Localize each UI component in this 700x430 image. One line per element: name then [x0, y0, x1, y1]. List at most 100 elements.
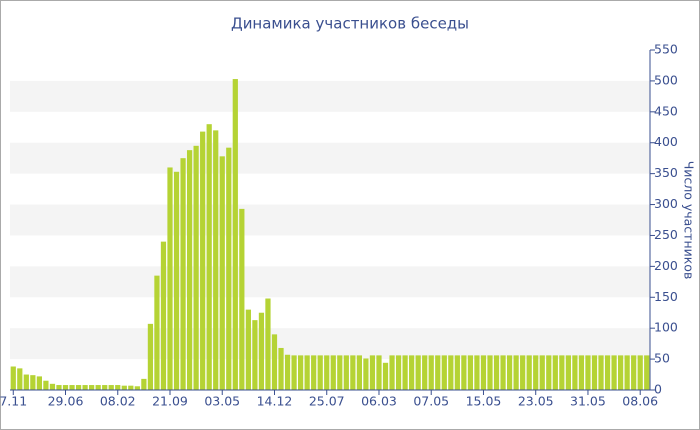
bar	[493, 355, 500, 390]
y-tick-label: 550	[654, 42, 678, 57]
x-tick-label: 03.05	[204, 394, 240, 409]
bar	[356, 355, 362, 390]
y-tick-label: 400	[654, 134, 678, 149]
x-tick-label: 14.12	[257, 394, 293, 409]
x-tick-label: 08.02	[100, 394, 136, 409]
bar	[291, 355, 297, 390]
grid-band	[10, 80, 650, 112]
bar	[598, 355, 604, 390]
bar	[10, 366, 16, 390]
grid-band	[10, 142, 650, 174]
bar	[284, 354, 291, 390]
bar	[134, 386, 140, 390]
bar	[226, 147, 232, 390]
y-tick-label: 300	[654, 196, 678, 211]
bar	[474, 355, 480, 390]
bar	[487, 355, 493, 390]
x-tick-label: 23.05	[518, 394, 554, 409]
bar	[56, 385, 62, 390]
bar	[17, 368, 23, 390]
grid-band	[10, 328, 650, 360]
bar	[121, 385, 127, 390]
x-tick-label: 25.07	[309, 394, 345, 409]
bar	[533, 355, 539, 390]
bar	[585, 355, 591, 390]
bar	[108, 385, 114, 390]
y-tick-label: 450	[654, 103, 678, 118]
bar	[69, 385, 75, 390]
y-tick-label: 100	[654, 320, 678, 335]
bar	[258, 312, 265, 390]
bar	[115, 385, 121, 390]
bar	[95, 385, 101, 390]
x-tick-label: 15.05	[466, 394, 502, 409]
bar	[552, 355, 558, 390]
bar	[311, 355, 317, 390]
bar	[591, 355, 598, 390]
y-tick-label: 350	[654, 165, 678, 180]
bar	[480, 355, 487, 390]
bar	[141, 378, 147, 390]
bar	[572, 355, 578, 390]
x-tick-label: 21.09	[152, 394, 188, 409]
bar	[637, 355, 643, 390]
bar	[278, 347, 284, 390]
bar	[49, 383, 56, 390]
x-tick-label: 06.03	[361, 394, 397, 409]
bar	[102, 385, 108, 390]
bar	[448, 355, 454, 390]
bar	[435, 355, 441, 390]
bar	[173, 171, 180, 390]
bar	[422, 355, 428, 390]
bar	[154, 275, 160, 390]
bar	[200, 131, 206, 390]
bar	[461, 355, 467, 390]
bar	[513, 355, 519, 390]
chart-title: Динамика участников беседы	[231, 15, 469, 33]
bar	[395, 355, 402, 390]
y-tick-label: 500	[654, 72, 678, 87]
y-tick-label: 0	[654, 382, 662, 397]
y-tick-label: 50	[654, 351, 670, 366]
bar	[36, 376, 42, 390]
bar	[23, 374, 29, 390]
bar	[376, 355, 382, 390]
bar	[526, 355, 532, 390]
bar	[330, 355, 336, 390]
bar	[578, 355, 585, 390]
bar	[343, 355, 349, 390]
bar	[546, 355, 552, 390]
bar	[147, 323, 154, 390]
bar	[369, 355, 376, 390]
bar	[467, 355, 474, 390]
bar	[604, 355, 611, 390]
x-tick-label: 08.06	[622, 394, 658, 409]
bar	[206, 124, 212, 390]
bar	[62, 385, 69, 390]
bar	[82, 385, 88, 390]
bar	[324, 355, 330, 390]
bar	[454, 355, 460, 390]
bar	[167, 167, 173, 390]
bar	[611, 355, 617, 390]
bar	[245, 309, 251, 390]
bar	[252, 320, 258, 390]
bar	[428, 355, 434, 390]
bar	[624, 355, 630, 390]
x-tick-label: 07.05	[413, 394, 449, 409]
bar	[565, 355, 571, 390]
bar	[30, 375, 36, 390]
grid-band	[10, 266, 650, 298]
bar	[89, 385, 95, 390]
bar	[415, 355, 421, 390]
bar	[75, 385, 82, 390]
y-tick-label: 250	[654, 227, 678, 242]
bar	[317, 355, 323, 390]
y-tick-label: 200	[654, 258, 678, 273]
x-tick-label: 29.06	[48, 394, 84, 409]
y-axis-label: Число участников	[682, 161, 697, 280]
bar	[180, 158, 186, 390]
bar	[43, 380, 49, 390]
bar	[644, 355, 650, 390]
bar	[350, 355, 356, 390]
